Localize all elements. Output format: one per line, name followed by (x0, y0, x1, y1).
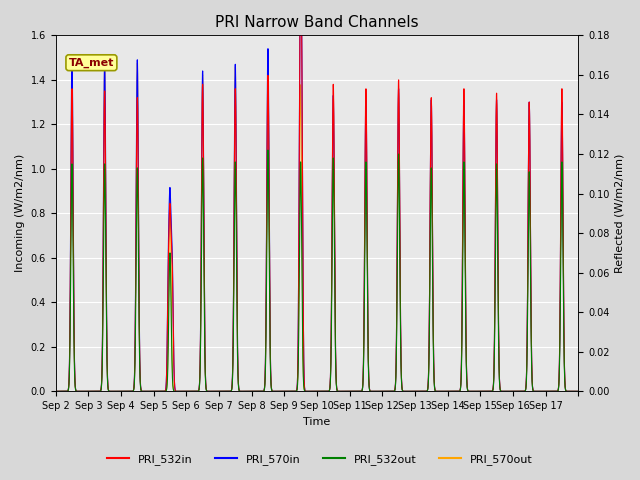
Title: PRI Narrow Band Channels: PRI Narrow Band Channels (215, 15, 419, 30)
Legend: PRI_532in, PRI_570in, PRI_532out, PRI_570out: PRI_532in, PRI_570in, PRI_532out, PRI_57… (102, 450, 538, 469)
Y-axis label: Incoming (W/m2/nm): Incoming (W/m2/nm) (15, 154, 25, 273)
Y-axis label: Reflected (W/m2/nm): Reflected (W/m2/nm) (615, 154, 625, 273)
X-axis label: Time: Time (303, 417, 331, 427)
Text: TA_met: TA_met (68, 58, 114, 68)
